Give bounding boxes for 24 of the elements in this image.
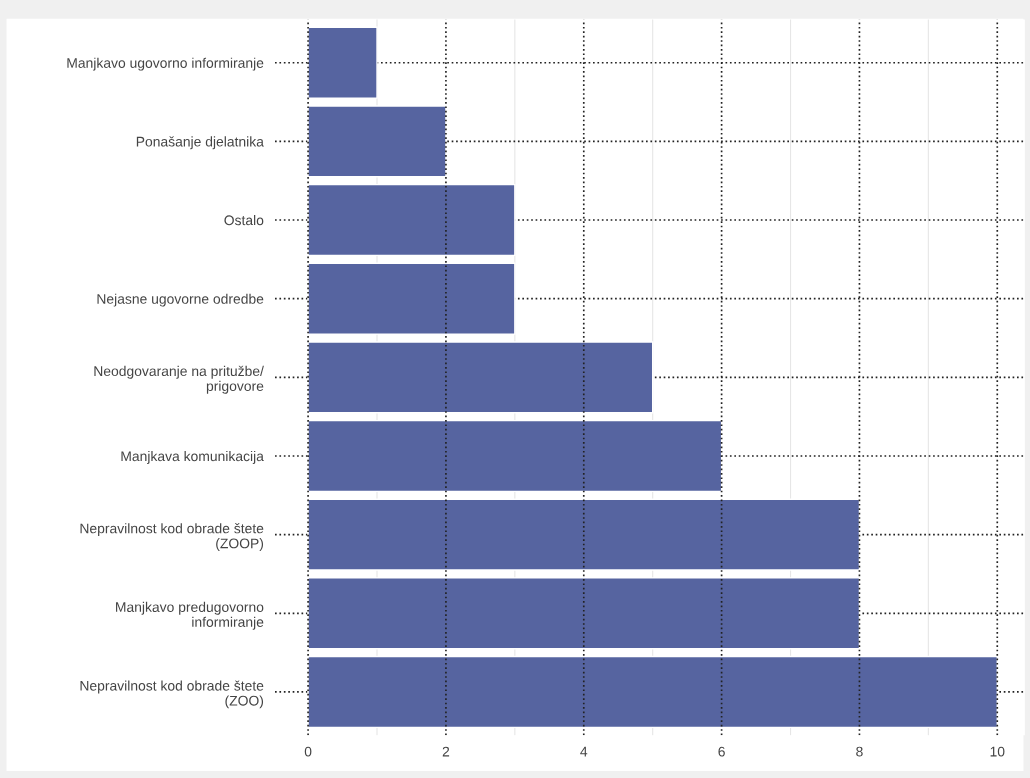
y-tick-label: Nejasne ugovorne odredbe [97,293,264,307]
bar [307,26,378,99]
y-tick-label: Nepravilnost kod obrade štete (ZOOP) [80,523,264,552]
x-tick-label: 8 [856,746,863,757]
bar [307,183,516,257]
bar [307,341,654,414]
y-tick-label: Nepravilnost kod obrade štete (ZOO) [80,680,264,709]
bar [307,419,723,493]
y-tick-label: Ostalo [224,214,264,226]
x-tick-label: 6 [718,746,725,757]
bar [307,577,861,650]
x-tick-label: 2 [442,746,450,757]
y-tick-label: Manjkavo ugovorno informiranje [67,57,264,71]
bar [307,262,516,335]
y-tick-label: Ponašanje djelatnika [136,136,264,150]
y-tick-label: Manjkava komunikacija [121,450,264,464]
y-tick-label: Manjkavo predugovorno informiranje [116,601,264,630]
x-tick-label: 0 [304,746,312,757]
bar [307,655,998,729]
y-tick-label: Neodgovaranje na pritužbe/ prigovore [94,365,264,394]
x-tick-label: 4 [580,746,588,757]
bar [307,105,447,178]
x-tick-label: 10 [990,746,1005,757]
bar [307,498,861,571]
